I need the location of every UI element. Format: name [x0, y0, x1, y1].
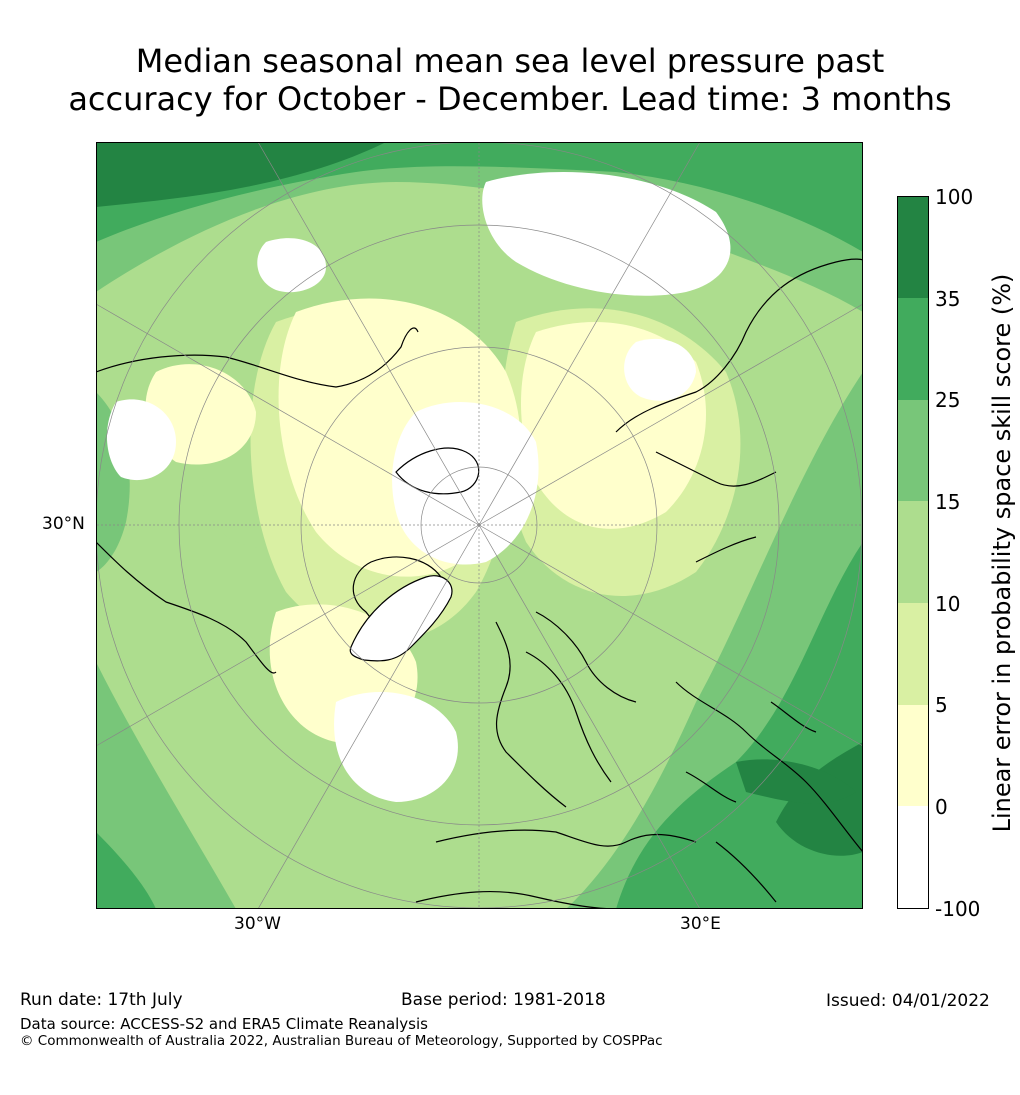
colorbar-tick-0: 0: [935, 795, 948, 819]
colorbar-bin-5-10: [897, 603, 929, 705]
map-frame: [96, 142, 863, 909]
colorbar-tick-minus-100: -100: [935, 897, 981, 921]
colorbar-label: Linear error in probability space skill …: [988, 273, 1016, 833]
colorbar-tick-100: 100: [935, 185, 974, 209]
colorbar-bin-15-25: [897, 400, 929, 501]
skill-band-0-5: [145, 298, 706, 744]
colorbar-bin-10-15: [897, 501, 929, 603]
chart-title-line-1: Median seasonal mean sea level pressure …: [135, 42, 885, 80]
skill-score-map: [96, 142, 863, 909]
colorbar-bin-below-0: [897, 806, 929, 908]
lat-label-30n: 30°N: [42, 514, 85, 534]
issued-date: Issued: 04/01/2022: [826, 991, 990, 1011]
chart-title-line-2: accuracy for October - December. Lead ti…: [68, 80, 952, 118]
data-source: Data source: ACCESS-S2 and ERA5 Climate …: [20, 1015, 428, 1033]
colorbar-tick-5: 5: [935, 693, 948, 717]
skill-band-below-0: [106, 172, 731, 802]
lon-label-30w: 30°W: [234, 914, 281, 934]
lon-label-30e: 30°E: [680, 914, 721, 934]
run-date: Run date: 17th July: [20, 990, 183, 1010]
copyright-notice: © Commonwealth of Australia 2022, Austra…: [20, 1033, 663, 1049]
colorbar: [897, 196, 929, 909]
colorbar-bin-0-5: [897, 705, 929, 806]
coastlines: [96, 258, 863, 909]
colorbar-tick-10: 10: [935, 592, 961, 616]
colorbar-tick-15: 15: [935, 490, 961, 514]
colorbar-bin-25-35: [897, 298, 929, 400]
colorbar-tick-35: 35: [935, 287, 961, 311]
colorbar-bin-35-100: [897, 196, 929, 298]
colorbar-frame: [897, 196, 929, 909]
base-period: Base period: 1981-2018: [401, 990, 606, 1010]
colorbar-tick-25: 25: [935, 388, 961, 412]
greenland-landmass: [349, 575, 453, 662]
skill-band-35-100: [96, 142, 863, 856]
